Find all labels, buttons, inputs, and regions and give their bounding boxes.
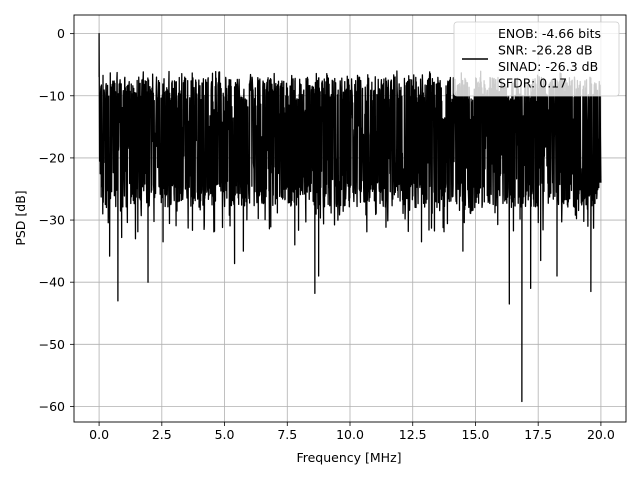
- legend-entry-text: SNR: -26.28 dB: [498, 43, 593, 58]
- y-tick-label: −10: [39, 88, 65, 103]
- y-axis-label: PSD [dB]: [13, 190, 28, 245]
- x-tick-label: 5.0: [215, 427, 235, 442]
- psd-trace: [98, 32, 602, 403]
- y-tick-label: −40: [39, 275, 65, 290]
- axes: 0.0 2.5 5.0 7.5 10.0 12.5 15.0 17.5 20.0 0 −10 −20 −…: [39, 14, 627, 442]
- x-tick-label: 0.0: [89, 427, 109, 442]
- y-tick-label: −50: [39, 337, 65, 352]
- plot-frame: [73, 14, 627, 423]
- psd-series-line: [98, 32, 602, 403]
- legend-entry-text: ENOB: -4.66 bits: [498, 26, 601, 41]
- y-tick-label: 0: [57, 26, 65, 41]
- x-tick-label: 12.5: [399, 427, 427, 442]
- x-tick-label: 2.5: [152, 427, 172, 442]
- y-tick-label: −20: [39, 150, 65, 165]
- legend-entry-text: SFDR: 0.17: [498, 76, 567, 91]
- x-tick-label: 15.0: [462, 427, 490, 442]
- x-tick-label: 10.0: [336, 427, 364, 442]
- legend-box: [453, 21, 620, 97]
- y-tick-label: −60: [39, 399, 65, 414]
- y-tick-label: −30: [39, 213, 65, 228]
- x-axis-label: Frequency [MHz]: [296, 450, 401, 465]
- x-tick-label: 7.5: [277, 427, 297, 442]
- legend-entry-text: SINAD: -26.3 dB: [498, 59, 598, 74]
- x-tick-label: 20.0: [587, 427, 615, 442]
- x-tick-label: 17.5: [524, 427, 552, 442]
